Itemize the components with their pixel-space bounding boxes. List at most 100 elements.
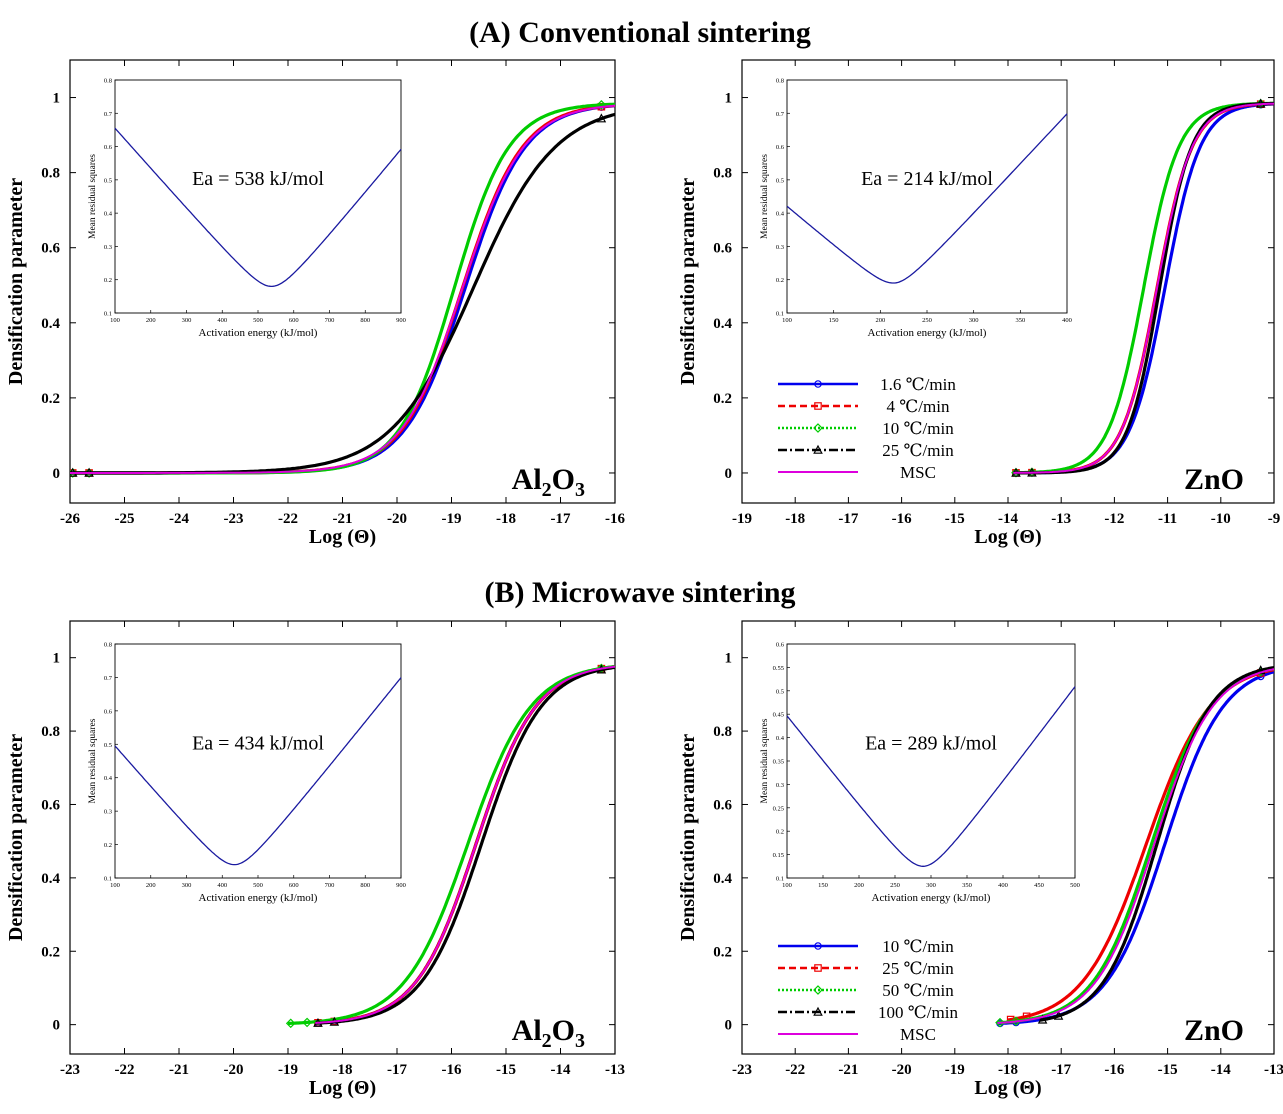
x-tick-label: -20	[387, 511, 407, 527]
inset-y-tick-label: 0.2	[104, 842, 112, 849]
y-tick-label: 0.4	[41, 871, 60, 887]
series-marker-4	[1037, 1014, 1048, 1024]
inset-x-tick-label: 200	[854, 882, 864, 889]
series-line-5	[315, 665, 615, 1024]
inset-annotation: Ea = 434 kJ/mol	[192, 732, 324, 754]
x-tick-label: -23	[732, 1062, 752, 1078]
inset-y-tick-label: 0.4	[104, 211, 113, 218]
inset-y-tick-label: 0.5	[104, 177, 112, 184]
y-tick-label: 0	[53, 1018, 61, 1034]
inset-plot: 100 150 200 250 300 350 400 0.1 0.2 0.3 0.4 0.5 0.6 0…	[760, 78, 1072, 340]
legend-marker-3	[813, 985, 823, 995]
inset-y-tick-label: 0.4	[776, 211, 785, 218]
inset-x-tick-label: 200	[146, 882, 156, 889]
inset-x-tick-label: 200	[146, 317, 156, 324]
series-marker-3	[995, 1017, 1005, 1028]
inset-x-tick-label: 100	[782, 882, 792, 889]
legend-label-1: 1.6 ℃/min	[880, 375, 956, 394]
inset-x-tick-label: 500	[253, 882, 263, 889]
x-tick-label: -19	[278, 1062, 298, 1078]
material-label: Al2O3	[512, 1014, 585, 1052]
inset-y-tick-label: 0.1	[776, 876, 784, 883]
x-tick-label: -19	[732, 511, 752, 527]
x-tick-label: -23	[60, 1062, 80, 1078]
inset-frame	[114, 643, 402, 879]
inset-x-tick-label: 250	[890, 882, 900, 889]
legend-label-1: 10 ℃/min	[882, 937, 954, 956]
inset-x-tick-label: 400	[217, 882, 227, 889]
y-tick-label: 0.4	[41, 316, 60, 332]
series-line-5	[70, 104, 615, 474]
series-group	[995, 665, 1274, 1028]
legend: 1.6 ℃/min 4 ℃/min 10 ℃/min 25 ℃/min MSC	[778, 375, 956, 482]
inset-curve	[786, 113, 1068, 284]
inset-x-tick-label: 600	[289, 882, 299, 889]
inset-plot: 100 150 200 250 300 350 400 450 500 0.1 0.15 0.2 0.2…	[760, 642, 1080, 905]
x-tick-label: -13	[1051, 511, 1071, 527]
legend-marker-1	[814, 380, 822, 388]
inset-x-tick-label: 300	[182, 317, 192, 324]
inset-plot: 100 200 300 400 500 600 700 800 900 0.1 0.2 0.3 0.4 0…	[88, 642, 406, 905]
series-group	[285, 663, 615, 1029]
y-tick-label: 0	[725, 1018, 733, 1034]
inset-y-tick-label: 0.2	[776, 277, 784, 284]
legend-marker-2	[814, 964, 822, 972]
y-tick-label: 0.2	[713, 944, 732, 960]
legend-marker-2	[814, 402, 822, 410]
y-tick-label: 1	[53, 651, 61, 667]
inset-x-tick-label: 100	[110, 882, 120, 889]
chart-panel-4: -23 -22 -21 -20 -19 -18 -17 -16 -15 -14 -13 0 0.2 0.4…	[677, 620, 1283, 1099]
y-tick-label: 0.6	[41, 241, 60, 257]
legend-label-2: 4 ℃/min	[887, 397, 950, 416]
chart-panel-3: -23 -22 -21 -20 -19 -18 -17 -16 -15 -14 -13 0 0.2 0.4…	[5, 620, 625, 1099]
inset-y-tick-label: 0.6	[776, 144, 785, 151]
series-group	[70, 99, 615, 478]
x-tick-label: -23	[224, 511, 244, 527]
x-tick-label: -17	[1051, 1062, 1071, 1078]
inset-x-tick-label: 900	[396, 882, 406, 889]
inset-x-axis-label: Activation energy (kJ/mol)	[872, 892, 991, 904]
inset-x-tick-label: 500	[253, 317, 263, 324]
inset-frame	[786, 79, 1068, 314]
y-tick-label: 1	[725, 651, 733, 667]
inset-y-tick-label: 0.6	[104, 708, 113, 715]
series-line-4	[1039, 666, 1274, 1022]
series-marker-4	[1053, 1010, 1064, 1020]
legend-marker-4	[813, 1006, 823, 1016]
x-tick-label: -16	[442, 1062, 462, 1078]
x-tick-label: -24	[169, 511, 189, 527]
inset-x-tick-label: 400	[217, 317, 227, 324]
inset-x-tick-label: 100	[782, 317, 792, 324]
y-axis-label: Densification parameter	[677, 734, 699, 941]
x-tick-label: -18	[496, 511, 516, 527]
x-tick-label: -17	[838, 511, 858, 527]
inset-y-tick-label: 0.7	[776, 111, 785, 118]
x-axis-label: Log (Θ)	[309, 1077, 376, 1099]
y-tick-label: 0.6	[713, 797, 732, 813]
x-tick-label: -19	[945, 1062, 965, 1078]
x-tick-label: -11	[1158, 511, 1177, 527]
x-tick-label: -15	[1158, 1062, 1178, 1078]
inset-y-tick-label: 0.8	[104, 78, 112, 85]
inset-x-tick-label: 150	[818, 882, 828, 889]
inset-x-tick-label: 700	[325, 317, 335, 324]
series-line-5	[1013, 102, 1274, 474]
x-tick-label: -22	[278, 511, 298, 527]
inset-y-tick-label: 0.2	[104, 277, 112, 284]
inset-x-tick-label: 200	[875, 317, 885, 324]
x-tick-label: -16	[605, 511, 625, 527]
inset-annotation: Ea = 538 kJ/mol	[192, 168, 324, 190]
x-tick-label: -17	[387, 1062, 407, 1078]
chart-panel-2: -19 -18 -17 -16 -15 -14 -13 -12 -11 -10 -9 0 0.2 0.4 0…	[677, 59, 1280, 548]
x-tick-label: -10	[1211, 511, 1231, 527]
inset-y-tick-label: 0.7	[104, 675, 113, 682]
x-tick-label: -21	[169, 1062, 189, 1078]
legend-label-3: 10 ℃/min	[882, 419, 954, 438]
x-tick-label: -14	[551, 1062, 571, 1078]
x-tick-label: -15	[496, 1062, 516, 1078]
inset-y-tick-label: 0.5	[776, 177, 784, 184]
series-marker-3	[285, 1018, 296, 1029]
x-tick-label: -13	[1264, 1062, 1283, 1078]
inset-annotation: Ea = 289 kJ/mol	[865, 732, 997, 754]
